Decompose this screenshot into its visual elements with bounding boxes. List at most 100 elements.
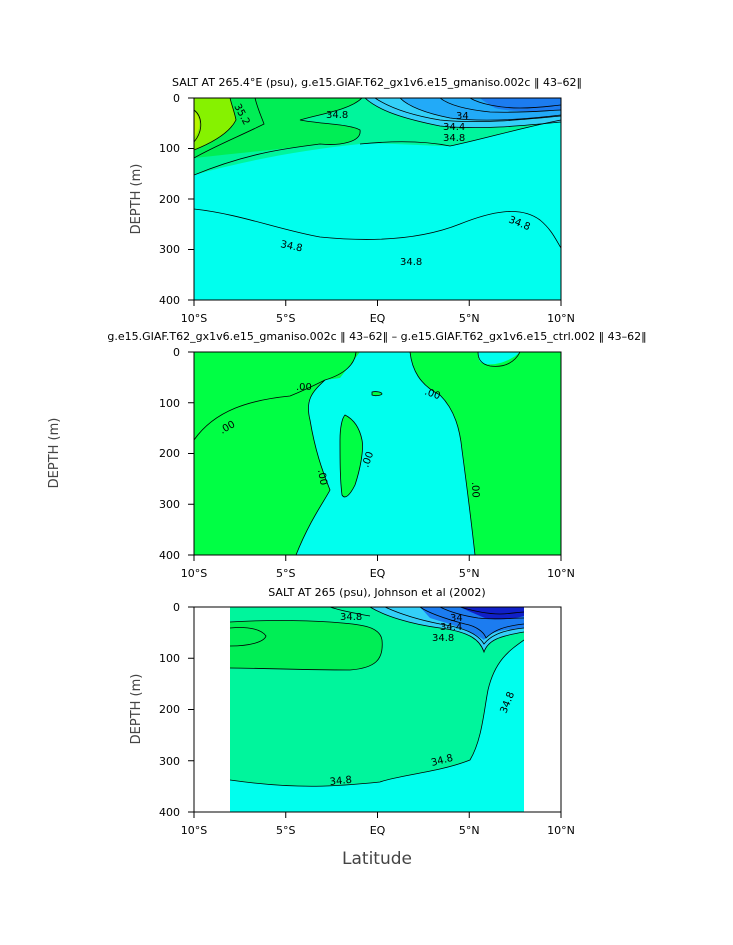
contour-label: 34.8 bbox=[279, 239, 303, 254]
x-axis-label: Latitude bbox=[342, 849, 412, 869]
contour-line bbox=[384, 607, 524, 645]
contour-label: 34.8 bbox=[340, 612, 362, 623]
panel-1-y-axis-label: DEPTH (m) bbox=[129, 164, 144, 235]
contour-line bbox=[230, 620, 383, 671]
y-tick-label: 400 bbox=[159, 294, 180, 307]
panel-2-fills bbox=[194, 352, 561, 555]
contour-label: .00 bbox=[469, 482, 481, 498]
fill-positive-west bbox=[194, 352, 360, 555]
x-tick-label: 10°N bbox=[547, 312, 575, 325]
panel-1-contours bbox=[194, 98, 561, 249]
contour-line bbox=[194, 352, 357, 441]
panel-3-title: SALT AT 265 (psu), Johnson et al (2002) bbox=[268, 586, 485, 599]
contour-line bbox=[419, 607, 524, 639]
x-tick-label: 5°S bbox=[276, 824, 295, 837]
y-tick-label: 300 bbox=[159, 755, 180, 768]
contour-line bbox=[371, 391, 383, 397]
x-tick-label: 5°S bbox=[276, 312, 295, 325]
x-tick-label: 5°N bbox=[459, 824, 480, 837]
contour-line bbox=[409, 352, 476, 555]
x-tick-label: 10°S bbox=[181, 312, 207, 325]
contour-line bbox=[329, 607, 371, 617]
panel-2-xticks: 10°S 5°S EQ 5°N 10°N bbox=[181, 555, 575, 580]
panel-3: SALT AT 265 (psu), Johnson et al (2002) … bbox=[129, 586, 575, 869]
contour-line bbox=[439, 607, 524, 620]
fill-high-core bbox=[230, 627, 266, 646]
contour-line bbox=[194, 98, 265, 159]
y-tick-label: 0 bbox=[173, 92, 180, 105]
contour-label: .00 bbox=[315, 469, 329, 487]
panel-2-y-axis-label: DEPTH (m) bbox=[47, 418, 62, 489]
x-tick-label: 10°N bbox=[547, 824, 575, 837]
fill-positive-core bbox=[340, 415, 363, 497]
contour-line bbox=[374, 98, 561, 123]
contour-label: .00 bbox=[423, 386, 442, 402]
y-tick-label: 400 bbox=[159, 549, 180, 562]
contour-line bbox=[230, 627, 267, 647]
fill-high bbox=[194, 98, 362, 158]
x-tick-label: EQ bbox=[370, 567, 386, 580]
contour-line bbox=[359, 119, 561, 147]
x-tick-label: 10°N bbox=[547, 567, 575, 580]
contour-label: .00 bbox=[360, 450, 376, 469]
contour-label: 34.8 bbox=[432, 633, 454, 644]
contour-label: 34.8 bbox=[443, 133, 465, 144]
panel-3-contours bbox=[230, 607, 524, 787]
x-tick-label: 10°S bbox=[181, 824, 207, 837]
contour-line bbox=[194, 208, 561, 249]
panel-3-xticks: 10°S 5°S EQ 5°N 10°N bbox=[181, 812, 575, 837]
panel-3-fills bbox=[230, 607, 524, 812]
contour-line bbox=[469, 98, 561, 109]
x-tick-label: EQ bbox=[370, 824, 386, 837]
contour-label: 34.8 bbox=[430, 753, 454, 769]
contour-label: .00 bbox=[296, 382, 312, 393]
y-tick-label: 0 bbox=[173, 346, 180, 359]
panel-2-title: g.e15.GIAF.T62_gx1v6.e15_gmaniso.002c ‖ … bbox=[107, 330, 646, 343]
fill-fresh-core bbox=[460, 607, 524, 620]
contour-line bbox=[194, 109, 202, 143]
panel-3-y-axis-label: DEPTH (m) bbox=[129, 674, 144, 745]
panel-1-xticks: 10°S 5°S EQ 5°N 10°N bbox=[181, 300, 575, 325]
contour-line bbox=[194, 98, 237, 151]
x-tick-label: 5°S bbox=[276, 567, 295, 580]
panel-1-title: SALT AT 265.4°E (psu), g.e15.GIAF.T62_gx… bbox=[172, 76, 582, 89]
y-tick-label: 300 bbox=[159, 498, 180, 511]
contour-line bbox=[194, 98, 363, 176]
contour-line bbox=[459, 607, 524, 615]
contour-line bbox=[339, 414, 363, 498]
contour-label: 34.4 bbox=[443, 122, 465, 133]
contour-line bbox=[295, 379, 331, 555]
x-tick-label: 5°N bbox=[459, 312, 480, 325]
x-tick-label: 5°N bbox=[459, 567, 480, 580]
contour-label: 34 bbox=[456, 111, 469, 122]
y-tick-label: 200 bbox=[159, 447, 180, 460]
y-tick-label: 0 bbox=[173, 601, 180, 614]
contour-label: 34.8 bbox=[329, 775, 352, 788]
fill-salty bbox=[194, 98, 236, 150]
y-tick-label: 200 bbox=[159, 193, 180, 206]
y-tick-label: 400 bbox=[159, 806, 180, 819]
panel-2-contours bbox=[194, 352, 521, 555]
contour-label: 34.4 bbox=[440, 622, 462, 633]
panel-2-yticks: 0 100 200 300 400 bbox=[159, 346, 194, 562]
contour-label: 34.8 bbox=[326, 110, 348, 121]
contour-line bbox=[439, 98, 561, 113]
x-tick-label: EQ bbox=[370, 312, 386, 325]
fill-high bbox=[230, 620, 383, 670]
contour-label: 34.8 bbox=[400, 257, 422, 268]
fill-saltiest bbox=[194, 112, 200, 138]
y-tick-label: 300 bbox=[159, 243, 180, 256]
y-tick-label: 100 bbox=[159, 397, 180, 410]
contour-line bbox=[369, 607, 524, 654]
panel-1-fills bbox=[194, 98, 561, 300]
panel-1-yticks: 0 100 200 300 400 bbox=[159, 92, 194, 307]
contour-line bbox=[230, 639, 524, 787]
panel-1: SALT AT 265.4°E (psu), g.e15.GIAF.T62_gx… bbox=[129, 76, 582, 325]
contour-line bbox=[399, 98, 561, 121]
contour-line bbox=[477, 352, 521, 367]
y-tick-label: 200 bbox=[159, 703, 180, 716]
panel-3-yticks: 0 100 200 300 400 bbox=[159, 601, 194, 819]
panel-2: g.e15.GIAF.T62_gx1v6.e15_gmaniso.002c ‖ … bbox=[47, 330, 647, 580]
y-tick-label: 100 bbox=[159, 652, 180, 665]
